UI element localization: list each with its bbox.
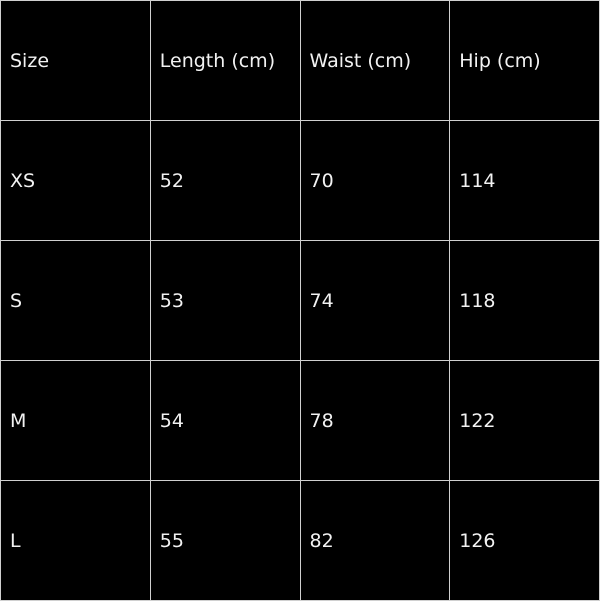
table-cell: 114 bbox=[449, 120, 600, 241]
table-cell: M bbox=[0, 360, 151, 481]
table-cell: 126 bbox=[449, 480, 600, 601]
header-row: Size Length (cm) Waist (cm) Hip (cm) bbox=[0, 0, 600, 121]
table-cell: S bbox=[0, 240, 151, 361]
table-cell: 122 bbox=[449, 360, 600, 481]
column-header: Size bbox=[0, 0, 151, 121]
table-cell: 82 bbox=[299, 480, 451, 601]
table-cell: 70 bbox=[299, 120, 451, 241]
table-row: M 54 78 122 bbox=[0, 360, 600, 481]
table-cell: 53 bbox=[149, 240, 301, 361]
table-cell: XS bbox=[0, 120, 151, 241]
table-row: L 55 82 126 bbox=[0, 480, 600, 601]
table-cell: 55 bbox=[149, 480, 301, 601]
column-header: Waist (cm) bbox=[299, 0, 451, 121]
table-row: S 53 74 118 bbox=[0, 240, 600, 361]
table-cell: 54 bbox=[149, 360, 301, 481]
table-row: XS 52 70 114 bbox=[0, 120, 600, 241]
column-header: Hip (cm) bbox=[449, 0, 600, 121]
table-cell: 74 bbox=[299, 240, 451, 361]
table-cell: L bbox=[0, 480, 151, 601]
column-header: Length (cm) bbox=[149, 0, 301, 121]
table-cell: 118 bbox=[449, 240, 600, 361]
table-cell: 78 bbox=[299, 360, 451, 481]
table-cell: 52 bbox=[149, 120, 301, 241]
